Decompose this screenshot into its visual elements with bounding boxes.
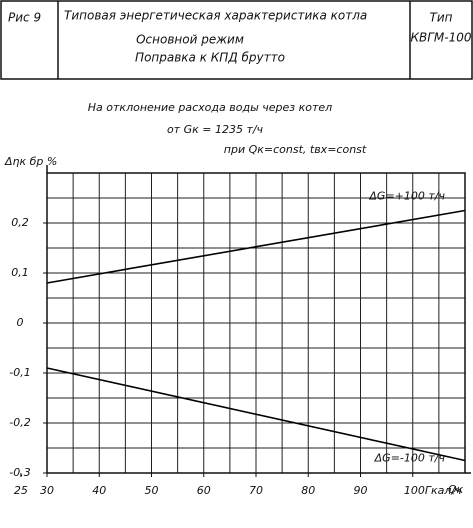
x-tick-label: 40 — [92, 484, 106, 497]
type-value: КВГМ-100 — [410, 31, 471, 45]
x-axis-label: Qк — [448, 483, 464, 496]
type-label: Тип — [430, 11, 453, 25]
y-tick-label: -0,3 — [9, 466, 30, 479]
x-tick-label: 60 — [197, 484, 211, 497]
x-tick-label: 70 — [249, 484, 263, 497]
chart-title: На отклонение расхода воды через котел — [88, 101, 332, 114]
y-tick-label: -0,1 — [9, 366, 30, 379]
y-tick-label: 0 — [17, 316, 24, 329]
chart-conditions: при Qк=const, tвх=const — [224, 143, 367, 156]
x-tick-label: 30 — [40, 484, 54, 497]
y-tick-label: 0,2 — [11, 216, 29, 229]
line-label: ΔG=+100 т/ч — [368, 190, 445, 203]
x-tick-label: 90 — [354, 484, 368, 497]
x-tick-label: 100Гкал/ч — [404, 484, 462, 497]
series-line — [46, 367, 466, 462]
y-axis-label: Δηк бр % — [4, 155, 57, 168]
header-correction: Поправка к КПД брутто — [135, 51, 285, 65]
figure-number: Рис 9 — [8, 11, 41, 25]
y-tick-label: 0,1 — [11, 266, 29, 279]
x-tick-label: 25 — [14, 484, 28, 497]
y-tick-label: -0,2 — [9, 416, 30, 429]
series-line — [46, 209, 466, 284]
x-tick-label: 80 — [301, 484, 315, 497]
x-tick-label: 50 — [145, 484, 159, 497]
line-label: ΔG=-100 т/ч — [374, 452, 446, 465]
chart-subtitle: от Gк = 1235 т/ч — [167, 123, 264, 136]
header-frame — [0, 0, 473, 80]
header-mode: Основной режим — [136, 33, 244, 47]
header-title: Типовая энергетическая характеристика ко… — [64, 9, 367, 23]
